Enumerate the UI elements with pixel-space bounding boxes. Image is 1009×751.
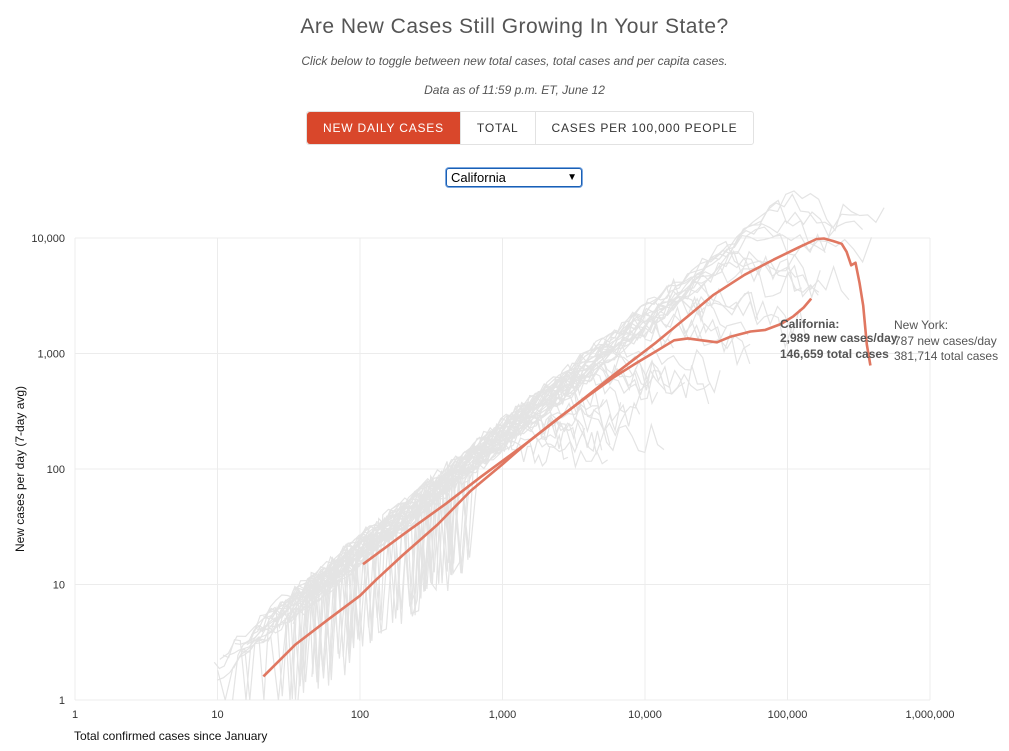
- x-tick-label: 1,000: [489, 709, 517, 721]
- california-annotation-daily: 2,989 new cases/day: [780, 331, 898, 345]
- background-state-line: [310, 190, 885, 641]
- new-york-annotation: New York: 787 new cases/day 381,714 tota…: [894, 318, 998, 363]
- new-daily-cases-button[interactable]: NEW DAILY CASES: [307, 112, 460, 144]
- background-state-line: [293, 311, 751, 631]
- background-state-line: [307, 361, 667, 658]
- x-tick-label: 100,000: [768, 709, 808, 721]
- background-state-line: [311, 342, 721, 682]
- background-state-line: [239, 413, 586, 701]
- chevron-down-icon: ▼: [567, 172, 577, 183]
- y-tick-label: 1,000: [37, 349, 65, 361]
- california-annotation-name: California:: [780, 317, 839, 331]
- background-state-line: [297, 254, 802, 701]
- x-tick-label: 10,000: [628, 709, 662, 721]
- background-state-line: [232, 423, 608, 701]
- new-york-annotation-name: New York:: [894, 318, 948, 332]
- new-york-annotation-total: 381,714 total cases: [894, 349, 998, 363]
- state-select[interactable]: California ▼: [446, 168, 582, 187]
- background-state-line: [280, 289, 704, 683]
- x-tick-label: 1,000,000: [906, 709, 955, 721]
- california-annotation-total: 146,659 total cases: [780, 347, 889, 361]
- background-state-line: [284, 219, 833, 687]
- x-axis-title: Total confirmed cases since January: [74, 729, 267, 743]
- y-tick-label: 10: [53, 580, 65, 592]
- state-select-value: California: [451, 170, 506, 185]
- x-tick-label: 100: [351, 709, 369, 721]
- y-tick-label: 100: [47, 464, 65, 476]
- y-tick-label: 1: [59, 695, 65, 707]
- metric-toggle: NEW DAILY CASES TOTAL CASES PER 100,000 …: [306, 111, 755, 145]
- california-annotation: California: 2,989 new cases/day 146,659 …: [780, 317, 898, 361]
- y-tick-label: 10,000: [31, 233, 65, 245]
- page-title: Are New Cases Still Growing In Your Stat…: [300, 15, 729, 38]
- x-tick-label: 1: [72, 709, 78, 721]
- background-state-line: [301, 406, 603, 681]
- background-state-line: [296, 411, 578, 675]
- total-button[interactable]: TOTAL: [459, 112, 535, 144]
- new-york-annotation-daily: 787 new cases/day: [894, 334, 997, 348]
- cases-per-capita-button[interactable]: CASES PER 100,000 PEOPLE: [534, 112, 754, 144]
- page-subtitle: Click below to toggle between new total …: [301, 54, 728, 68]
- background-state-line: [254, 386, 641, 632]
- background-state-line: [294, 232, 826, 634]
- background-state-line: [263, 285, 705, 697]
- california-series-line: [262, 297, 813, 678]
- x-tick-label: 10: [211, 709, 223, 721]
- background-state-line: [232, 362, 654, 669]
- y-axis-title: New cases per day (7-day avg): [13, 386, 27, 552]
- background-state-line: [217, 313, 751, 701]
- data-timestamp: Data as of 11:59 p.m. ET, June 12: [424, 83, 605, 97]
